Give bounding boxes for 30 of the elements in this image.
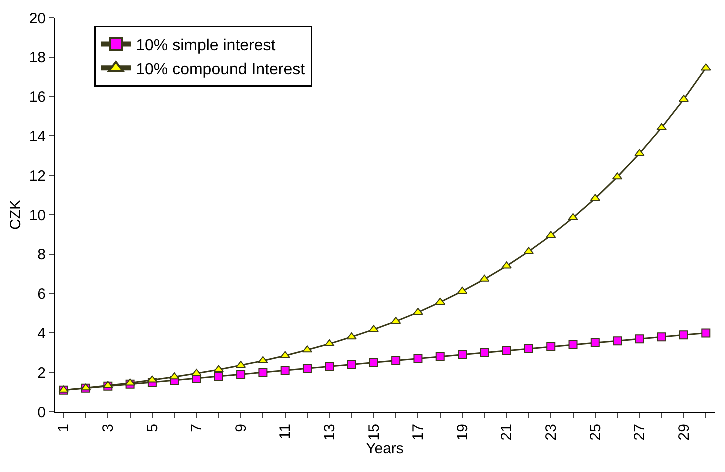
y-tick-label: 4 (38, 325, 46, 342)
x-tick-label: 1 (56, 424, 73, 432)
x-tick-label: 25 (587, 424, 604, 441)
x-tick-label: 3 (100, 424, 118, 432)
x-tick-label: 17 (410, 424, 428, 441)
x-tick-label: 27 (632, 424, 649, 441)
x-axis-title: Years (366, 440, 404, 458)
legend-label: 10% simple interest (136, 38, 276, 55)
y-tick-label: 8 (38, 246, 46, 264)
x-tick-label: 9 (232, 424, 250, 432)
y-tick-label: 14 (29, 128, 46, 146)
x-tick-label: 13 (322, 424, 339, 441)
x-tick-label: 5 (144, 424, 162, 432)
y-tick-label: 0 (38, 404, 46, 422)
y-tick-label: 12 (29, 168, 46, 185)
x-tick-label: 15 (366, 424, 383, 441)
x-tick-label: 19 (454, 424, 472, 441)
legend-label: 10% compound Interest (136, 61, 306, 78)
x-tick-label: 7 (188, 424, 206, 432)
x-tick-label: 21 (498, 424, 516, 441)
x-tick-label: 29 (676, 424, 693, 441)
y-tick-label: 2 (38, 364, 46, 382)
x-tick-label: 23 (542, 424, 560, 441)
y-tick-label: 20 (29, 10, 46, 28)
y-tick-label: 16 (29, 89, 46, 106)
x-tick-label: 11 (277, 424, 294, 440)
y-tick-label: 10 (29, 207, 46, 224)
y-tick-label: 18 (29, 50, 46, 67)
y-axis-title: CZK (8, 200, 25, 230)
y-tick-label: 6 (38, 286, 46, 304)
